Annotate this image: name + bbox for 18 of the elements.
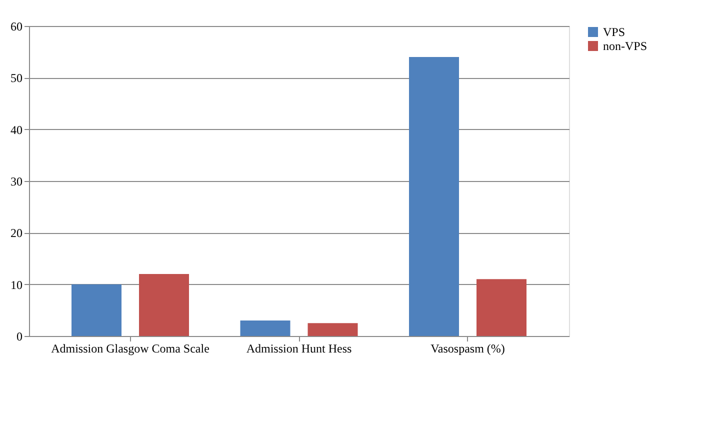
bar (308, 323, 358, 336)
bar (139, 274, 189, 336)
x-tick-label: Vasospasm (%) (430, 342, 505, 356)
y-tick-label: 20 (10, 226, 22, 240)
x-tick-label: Admission Glasgow Coma Scale (51, 342, 210, 356)
y-tick-label: 10 (10, 278, 22, 292)
y-tick-label: 40 (10, 122, 22, 137)
bar (476, 279, 526, 336)
bar (240, 320, 290, 336)
y-tick-label: 0 (16, 330, 22, 344)
bar (72, 284, 122, 336)
y-tick-label: 60 (10, 20, 22, 34)
bar (409, 57, 459, 336)
x-tick-label: Admission Hunt Hess (246, 342, 352, 356)
legend-label: VPS (603, 25, 626, 39)
y-tick-label: 50 (10, 71, 22, 86)
y-tick-label: 30 (10, 174, 22, 188)
legend-label: non-VPS (603, 39, 648, 53)
